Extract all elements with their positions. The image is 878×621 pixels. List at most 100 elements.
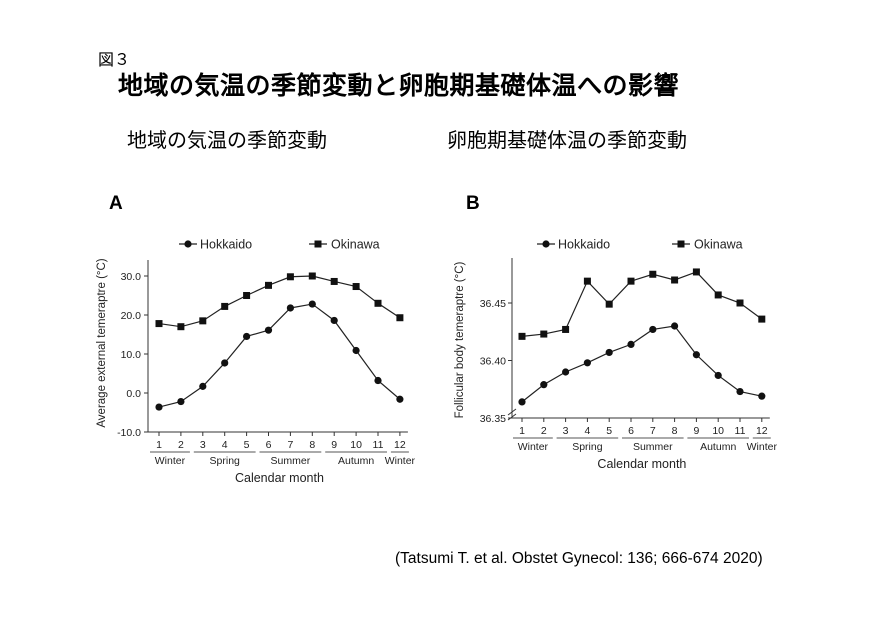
chart-b-series-hokkaido-point — [758, 392, 766, 400]
chart-b-series-okinawa-point — [692, 268, 700, 276]
chart-b-series-hokkaido-point — [692, 351, 701, 359]
chart-a-series-okinawa-point — [374, 299, 382, 307]
chart-a-ytick-label: 20.0 — [121, 310, 142, 322]
chart-b-series-okinawa-point — [583, 277, 591, 285]
chart-b-series-hokkaido-point — [518, 398, 526, 406]
chart-b-axis-break — [507, 408, 517, 421]
chart-b-series-okinawa-point — [627, 277, 635, 285]
chart-b-legend-marker — [542, 240, 550, 248]
chart-a-legend-hokkaido: Hokkaido — [179, 238, 252, 252]
chart-b-ytick-label: 36.45 — [480, 298, 506, 310]
chart-a-series-hokkaido-point — [352, 346, 360, 355]
chart-a-series-hokkaido-point — [308, 300, 316, 308]
chart-a-season-label: Summer — [271, 455, 311, 467]
chart-b-series-hokkaido-point — [627, 340, 635, 348]
chart-b-season-label: Winter — [747, 441, 778, 453]
chart-b-xtick-label: 2 — [541, 425, 547, 437]
chart-b-xtick-label: 10 — [712, 425, 724, 437]
chart-b-series-hokkaido — [518, 322, 766, 406]
chart-b-legend-okinawa: Okinawa — [672, 238, 743, 252]
chart-b-xtick-label: 3 — [563, 425, 569, 437]
chart-a-legend-label: Hokkaido — [200, 238, 252, 252]
chart-b-legend-label: Okinawa — [694, 238, 743, 252]
slide-title: 地域の気温の季節変動と卵胞期基礎体温への影響 — [118, 71, 680, 100]
chart-b-series-hokkaido-point — [714, 371, 722, 380]
chart-a-series-hokkaido-point — [155, 403, 163, 411]
chart-a-xtick-label: 2 — [178, 439, 184, 451]
chart-a-series-okinawa-point — [352, 283, 360, 291]
chart-a-ytick-label: 30.0 — [121, 271, 142, 283]
chart-a-xtick-label: 12 — [394, 439, 406, 451]
chart-b-xlabel: Calendar month — [597, 457, 686, 471]
chart-a-series-hokkaido-point — [396, 395, 404, 403]
chart-a-ylabel: Average external temeraptre (°C) — [96, 258, 108, 427]
chart-a-series-okinawa-point — [286, 273, 294, 281]
chart-b-xtick-label: 11 — [735, 425, 746, 437]
chart-b-xtick-label: 4 — [584, 425, 590, 437]
chart-a-ytick-label: 10.0 — [121, 349, 142, 361]
chart-b-ytick-label: 36.40 — [480, 356, 506, 368]
chart-a-series-okinawa-point — [308, 272, 316, 280]
chart-b-series-okinawa-point — [605, 300, 613, 308]
chart-a-series-okinawa-point — [155, 320, 163, 328]
chart-b-series-okinawa-point — [540, 330, 548, 338]
chart-a-series-hokkaido — [155, 300, 404, 411]
chart-a-xtick-label: 11 — [373, 439, 384, 451]
chart-b-series-hokkaido-point — [649, 325, 657, 334]
chart-b-xtick-label: 1 — [519, 425, 525, 437]
chart-a-series-okinawa-point — [177, 323, 185, 331]
chart-a-xtick-label: 9 — [331, 439, 337, 451]
chart-b-series-hokkaido-point — [605, 348, 613, 357]
chart-a-series-okinawa-point — [199, 317, 207, 325]
chart-b-series-okinawa-point — [671, 276, 679, 284]
chart-a-xtick-label: 1 — [156, 439, 162, 451]
chart-b-xtick-label: 7 — [650, 425, 656, 437]
chart-a-xtick-label: 7 — [287, 439, 293, 451]
chart-a-series-okinawa-point — [330, 277, 338, 285]
chart-a-series-hokkaido-point — [221, 359, 229, 367]
chart-b-season-label: Winter — [518, 441, 549, 453]
chart-b-xtick-label: 5 — [606, 425, 612, 437]
chart-a-series-okinawa — [155, 272, 404, 331]
chart-a-xtick-label: 10 — [350, 439, 362, 451]
chart-b-xtick-label: 6 — [628, 425, 634, 437]
citation: (Tatsumi T. et al. Obstet Gynecol: 136; … — [395, 550, 763, 567]
chart-b-legend-hokkaido: Hokkaido — [537, 238, 610, 252]
chart-b-series-hokkaido-point — [736, 387, 744, 396]
subtitle-left: 地域の気温の季節変動 — [127, 128, 327, 152]
chart-a-xlabel: Calendar month — [235, 471, 324, 485]
chart-a-series-hokkaido-point — [264, 326, 273, 334]
chart-b-xtick-label: 8 — [672, 425, 678, 437]
chart-b-series-okinawa-point — [758, 315, 766, 323]
chart-a-series-okinawa-line — [158, 275, 401, 328]
chart-a-xtick-label: 4 — [222, 439, 228, 451]
chart-b-season-label: Spring — [572, 441, 603, 453]
chart-b-series-okinawa-line — [521, 271, 763, 337]
panel-a-letter: A — [109, 193, 123, 214]
chart-a-xtick-label: 3 — [200, 439, 206, 451]
chart-b-season-label: Summer — [633, 441, 673, 453]
chart-a-season-label: Winter — [155, 455, 186, 467]
chart-b-season-label: Autumn — [700, 441, 736, 453]
chart-b-series-okinawa-point — [562, 325, 570, 333]
chart-b-series-hokkaido-point — [562, 368, 570, 376]
chart-a-series-hokkaido-point — [199, 382, 207, 390]
chart-b-ylabel: Follicular body temeraptre (°C) — [454, 261, 466, 418]
chart-a-series-hokkaido-point — [286, 304, 294, 312]
chart-b-ytick-label: 36.35 — [480, 413, 506, 425]
subtitle-right: 卵胞期基礎体温の季節変動 — [447, 128, 687, 152]
chart-b-xtick-label: 12 — [756, 425, 768, 437]
chart-a-xtick-label: 5 — [244, 439, 250, 451]
chart-a-series-hokkaido-point — [177, 397, 185, 406]
chart-a-legend-okinawa: Okinawa — [309, 238, 380, 252]
chart-a-xtick-label: 8 — [309, 439, 315, 451]
chart-a-xtick-label: 6 — [266, 439, 272, 451]
chart-b-series-hokkaido-point — [583, 359, 592, 367]
chart-a-ytick-label: -10.0 — [117, 427, 141, 439]
chart-b-series-okinawa-point — [714, 291, 722, 299]
chart-b-series-hokkaido-point — [671, 322, 679, 330]
chart-b-xtick-label: 9 — [693, 425, 699, 437]
chart-b-series-okinawa-point — [518, 332, 526, 340]
